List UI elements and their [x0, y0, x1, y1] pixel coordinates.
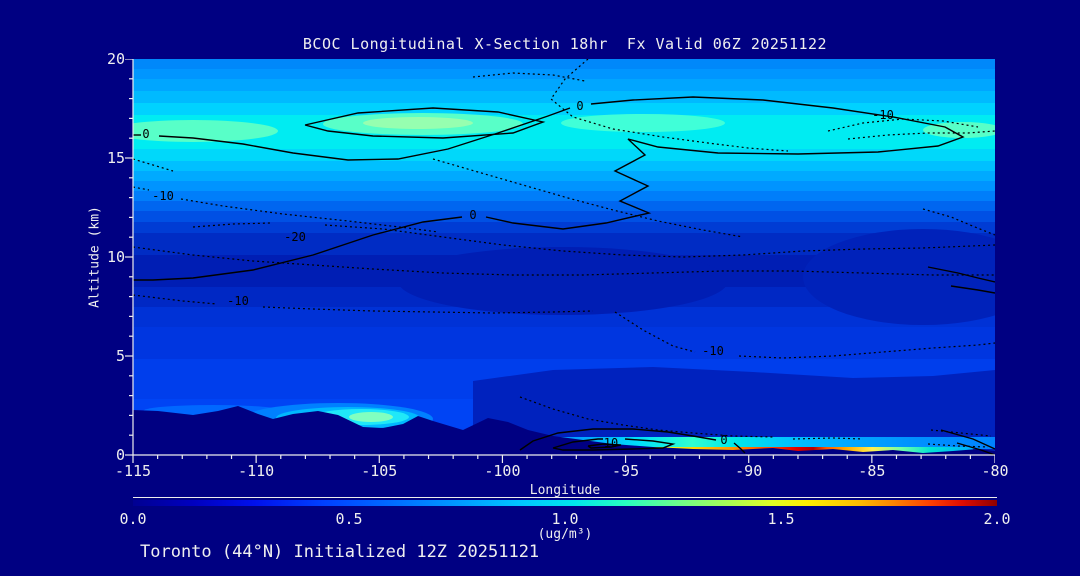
x-tick-label: -90 [735, 462, 763, 480]
solid-contour-line [485, 96, 965, 230]
colorbar-units: (ug/m³) [537, 527, 593, 542]
colorbar-tick-label: 1.0 [551, 510, 579, 528]
solid-contour-line [519, 428, 717, 451]
dashed-contour-line [792, 437, 864, 440]
dashed-contour-line [192, 222, 272, 228]
contour-label: 0 [720, 433, 727, 447]
colorbar [133, 500, 997, 506]
dashed-contour-line [472, 72, 586, 82]
dashed-contour-line [133, 246, 995, 276]
dashed-contour-line [927, 443, 989, 448]
x-tick-label: -80 [981, 462, 1009, 480]
contour-label: 0 [142, 127, 149, 141]
footer-caption: Toronto (44°N) Initialized 12Z 20251121 [140, 542, 540, 562]
solid-contour-line [940, 429, 995, 450]
solid-contour-line [956, 442, 995, 455]
dashed-contour-line [550, 59, 789, 152]
contour-label: -10 [152, 189, 174, 203]
contour-label: -10 [702, 344, 724, 358]
contour-label: -20 [284, 230, 306, 244]
colorbar-axis-line [133, 497, 997, 498]
chart-title: BCOC Longitudinal X-Section 18hr Fx Vali… [302, 35, 828, 53]
colorbar-tick-label: 0.5 [335, 510, 363, 528]
dashed-contour-line [930, 429, 992, 437]
solid-contour-line [552, 438, 676, 451]
solid-contour-line [304, 107, 546, 139]
x-tick-label: -110 [238, 462, 275, 480]
terrain-silhouette [133, 406, 995, 455]
solid-contour-line [950, 285, 995, 294]
solid-contour-line [158, 107, 571, 161]
contour-label: -10 [872, 108, 894, 122]
y-tick-label: 0 [115, 446, 125, 464]
y-tick-label: 20 [106, 50, 125, 68]
x-axis-title: Longitude [529, 483, 601, 498]
contour-label: 0 [576, 99, 583, 113]
colorbar-tick-label: 1.5 [767, 510, 795, 528]
contour-label: 0 [469, 208, 476, 222]
dashed-contour-line [262, 306, 594, 314]
contour-fill-field: 0 0 0 -10 -20 -10 -10 -10 10 0 [133, 59, 995, 455]
dashed-contour-line [827, 118, 979, 132]
dashed-contour-line [614, 311, 696, 353]
y-tick-label: 10 [106, 248, 125, 266]
dashed-contour-line [847, 130, 995, 140]
solid-contour-line [733, 442, 746, 454]
axes [125, 59, 995, 463]
dashed-contour-line [922, 208, 995, 236]
dashed-contour-line [133, 294, 218, 305]
x-tick-label: -95 [612, 462, 640, 480]
dashed-contour-line [519, 396, 774, 438]
x-tick-label: -115 [114, 462, 152, 480]
x-tick-label: -100 [484, 462, 521, 480]
dashed-contour-line [133, 158, 174, 172]
x-tick-label: -85 [858, 462, 886, 480]
contour-label: 10 [604, 436, 618, 450]
colorbar-tick-label: 2.0 [983, 510, 1011, 528]
y-tick-label: 5 [115, 347, 125, 365]
contour-label: -10 [227, 294, 249, 308]
x-tick-label: -105 [361, 462, 398, 480]
solid-contour-line [552, 438, 603, 449]
solid-contour-line [587, 443, 622, 449]
dashed-contour-line [432, 158, 744, 238]
colorbar-tick-label: 0.0 [119, 510, 147, 528]
dashed-contour-line [180, 198, 439, 233]
plot-area: 0 0 0 -10 -20 -10 -10 -10 10 0 [125, 59, 995, 463]
y-tick-label: 15 [106, 149, 125, 167]
